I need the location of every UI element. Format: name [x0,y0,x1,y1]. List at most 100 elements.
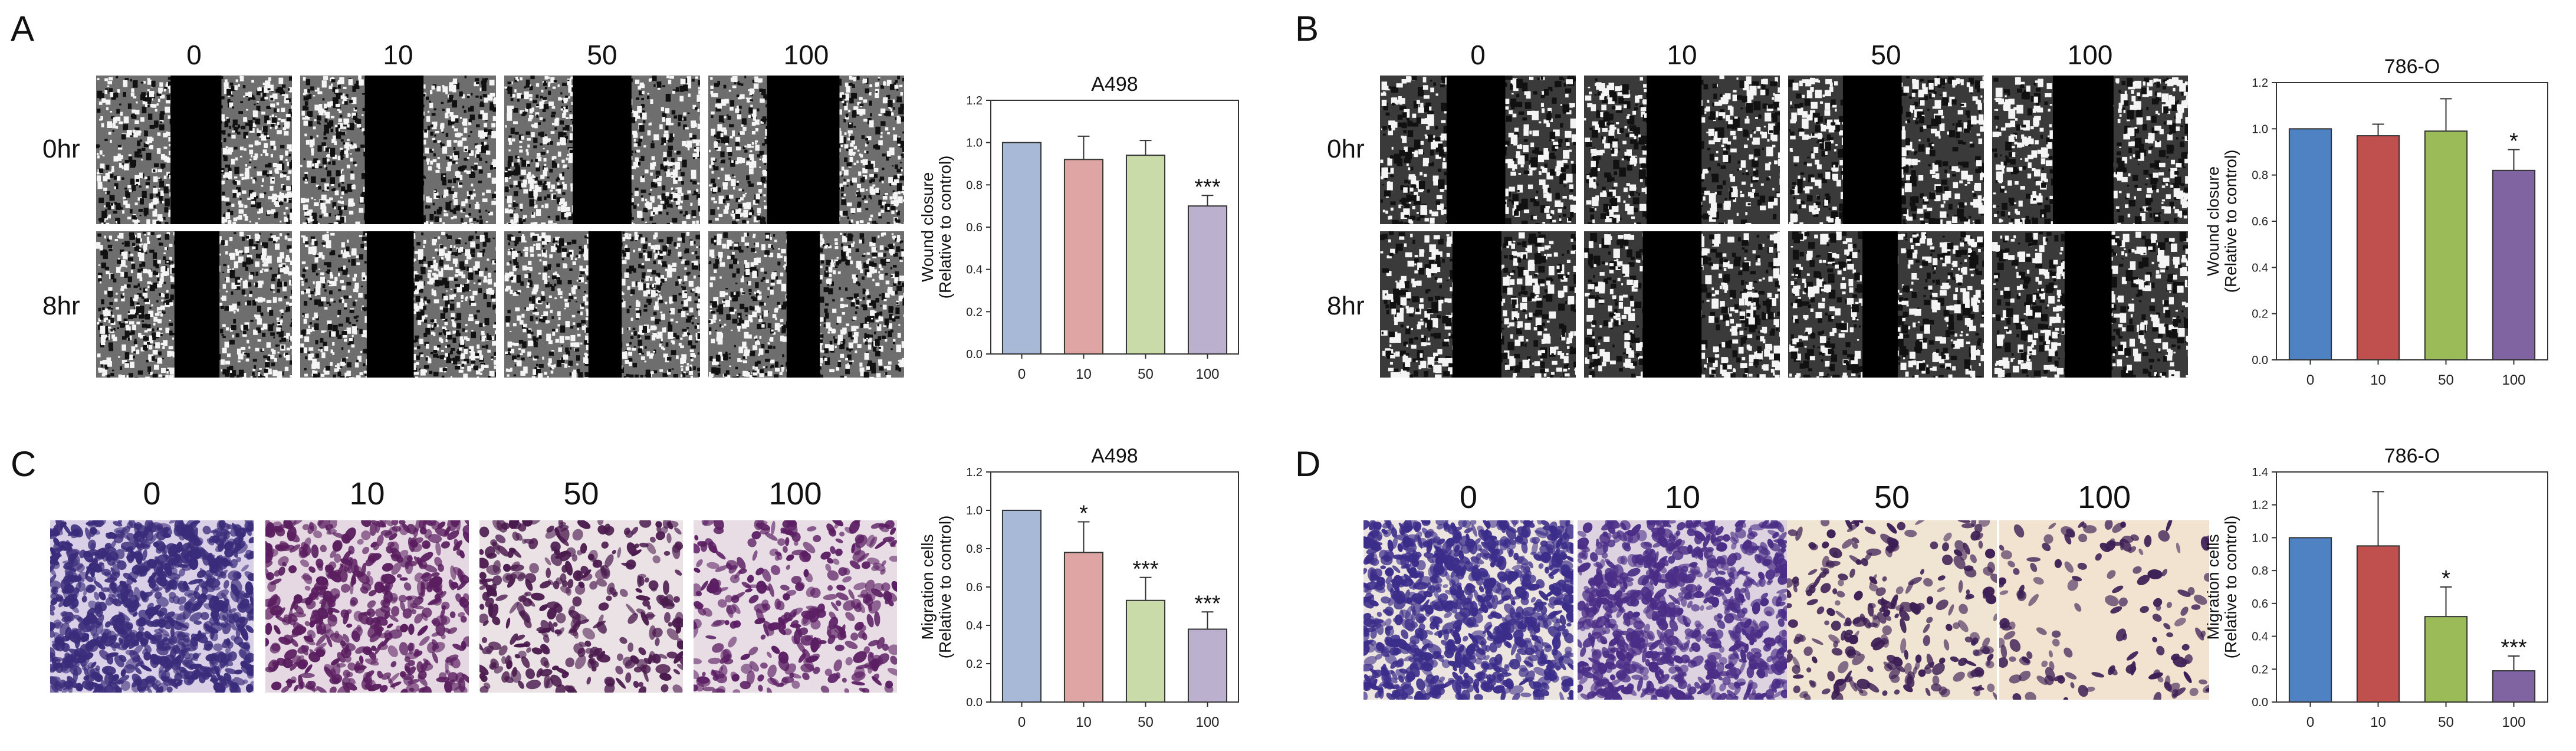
panel-d-col-label-0: 0 [1459,480,1478,515]
panel-b-col-label-0: 0 [1470,40,1486,70]
y-tick-label: 1.2 [2252,499,2268,512]
significance-marker: * [2442,566,2450,591]
panel-a-row-label-8hr: 8hr [42,291,80,320]
panel-a-col-label-100: 100 [783,40,829,70]
x-tick-label: 10 [1076,714,1092,730]
panel-letter-d: D [1295,444,1321,484]
micrograph-b-8hr-50 [1788,231,1984,378]
y-tick-label: 0.2 [966,658,983,671]
micrograph-a-8hr-0 [96,231,292,378]
significance-marker: *** [1194,591,1221,616]
y-tick-label: 0.4 [2252,261,2268,274]
x-tick-label: 0 [2306,372,2314,388]
y-tick-label: 0.2 [2252,663,2268,676]
y-axis-label: Wound closure [2204,166,2222,276]
y-tick-label: 1.0 [2252,123,2268,136]
micrograph-b-8hr-100 [1992,231,2188,378]
y-tick-label: 0.8 [2252,169,2268,182]
bar-100 [1187,628,1228,703]
panel-b-col-label-50: 50 [1871,40,1901,70]
chart-svg-b: 786-O 0.0 0.2 0.4 0.6 0.8 1.0 1.2 Wound closure(… [2204,55,2548,388]
micrograph-a-0hr-50 [504,76,700,224]
y-tick-label: 1.4 [2252,466,2268,479]
panel-d-col-label-10: 10 [1664,480,1701,515]
micrograph-a-0hr-0 [96,76,292,224]
micrograph-a-8hr-10 [300,231,496,378]
y-tick-label: 0.4 [966,264,983,277]
bar-100 [2492,670,2536,703]
panel-c-col-label-50: 50 [563,476,599,511]
y-tick-label: 1.2 [2252,77,2268,90]
y-axis-label: Migration cells [2204,534,2222,640]
y-axis-label: Migration cells [918,534,937,640]
y-tick-label: 0.2 [966,306,983,319]
chart-title: 786-O [2384,55,2440,78]
micrograph-d-50 [1787,520,1997,700]
bar-10 [2356,135,2400,360]
x-tick-label: 0 [1018,366,1026,382]
chart-svg-a: A498 0.0 0.2 0.4 0.6 0.8 1.0 1.2 Wound closure (R… [918,73,1239,382]
bar-50 [1125,599,1166,703]
x-tick-label: 10 [2370,372,2386,388]
y-tick-label: 1.0 [966,504,983,517]
chart-title: 786-O [2384,445,2440,467]
x-tick-label: 100 [1195,366,1219,382]
micrograph-c-10 [265,520,469,693]
y-tick-label: 0.0 [2252,354,2268,367]
micrograph-d-10 [1578,520,1788,700]
y-axis-label: (Relative to control) [936,156,954,299]
panel-b-row-label-0hr: 0hr [1327,135,1365,163]
y-tick-label: 0.6 [2252,598,2268,611]
y-tick-label: 1.2 [966,466,983,479]
panel-c-col-label-0: 0 [143,476,161,511]
y-axis-label: (Relative to control) [2222,516,2240,659]
y-tick-label: 0.6 [966,221,983,234]
y-axis-label: (Relative to control) [936,516,954,659]
panel-c-col-label-100: 100 [768,476,822,511]
x-tick-label: 50 [2438,714,2454,730]
y-tick-label: 0.2 [2252,308,2268,321]
significance-marker: * [2509,129,2518,154]
significance-marker: *** [1194,175,1221,199]
micrograph-a-0hr-10 [300,76,496,224]
micrograph-b-8hr-10 [1584,231,1780,378]
significance-marker: * [1079,501,1088,526]
panel-a-col-label-10: 10 [383,40,413,70]
panel-letter-a: A [11,9,35,48]
micrograph-c-100 [694,520,897,693]
significance-marker: *** [2501,635,2527,660]
y-tick-label: 0.0 [2252,696,2268,709]
micrograph-d-100 [1999,520,2209,700]
micrograph-b-0hr-10 [1584,76,1780,224]
x-tick-label: 100 [2502,372,2525,388]
x-tick-label: 50 [1138,714,1154,730]
y-tick-label: 0.6 [966,581,983,594]
y-tick-label: 0.8 [966,543,983,556]
panel-c-col-label-10: 10 [349,476,385,511]
bar-0 [1001,510,1042,703]
y-tick-label: 0.8 [2252,565,2268,578]
y-tick-label: 0.0 [966,696,983,709]
y-tick-label: 1.0 [2252,532,2268,545]
x-tick-label: 10 [1076,366,1092,382]
x-tick-label: 0 [2306,714,2314,730]
panel-letter-b: B [1295,9,1319,48]
bar-50 [2424,130,2468,360]
panel-b-row-label-8hr: 8hr [1327,291,1365,320]
chart-panel-c: A498 0.0 0.2 0.4 0.6 0.8 1.0 1.2 Migration cells… [918,437,1250,743]
micrograph-b-8hr-0 [1380,231,1576,378]
micrograph-b-0hr-0 [1380,76,1576,224]
chart-svg-d: 786-O 0.0 0.2 0.4 0.6 0.8 1.0 1.2 1.4 Migration c… [2204,445,2548,730]
micrograph-b-0hr-50 [1788,76,1984,224]
panel-d-col-label-50: 50 [1874,480,1910,515]
micrograph-d-0 [1363,520,1573,700]
bar-0 [2288,537,2332,703]
micrograph-c-50 [479,520,683,693]
y-tick-label: 0.0 [966,348,983,361]
x-tick-label: 100 [1195,714,1219,730]
panel-d-col-label-100: 100 [2077,480,2131,515]
y-tick-label: 0.4 [2252,631,2268,644]
bar-50 [2424,616,2468,703]
bar-10 [1063,159,1104,355]
x-tick-label: 50 [1138,366,1154,382]
